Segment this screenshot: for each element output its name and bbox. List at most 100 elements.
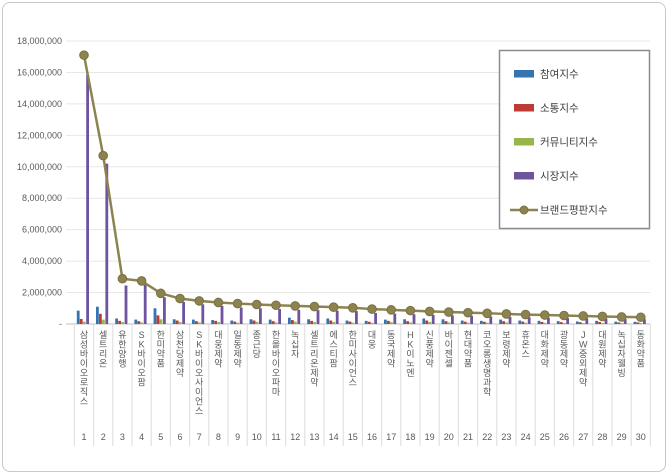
y-axis-tick-label: 12,000,000	[17, 130, 62, 140]
bar-참여지수-19	[422, 318, 426, 324]
bar-커뮤니티지수-20	[447, 322, 451, 324]
bar-시장지수-29	[623, 318, 627, 324]
bar-커뮤니티지수-22	[486, 322, 489, 324]
y-axis-tick-label: -	[59, 319, 62, 329]
x-rank-12: 12	[290, 432, 300, 442]
x-rank-29: 29	[617, 432, 627, 442]
bar-시장지수-13	[316, 310, 320, 324]
y-axis-tick-label: 14,000,000	[17, 99, 62, 109]
brand-index-marker-15	[348, 303, 358, 313]
bar-소통지수-26	[559, 322, 563, 324]
bar-참여지수-27	[576, 321, 579, 324]
bar-시장지수-3	[124, 285, 128, 324]
x-rank-16: 16	[367, 432, 377, 442]
x-rank-27: 27	[578, 432, 588, 442]
bar-참여지수-12	[288, 317, 291, 324]
bar-소통지수-11	[271, 321, 275, 324]
bar-커뮤니티지수-29	[620, 323, 624, 324]
bar-시장지수-18	[412, 314, 416, 324]
brand-index-marker-2	[98, 150, 108, 161]
bar-소통지수-3	[118, 320, 121, 324]
bar-참여지수-22	[480, 320, 483, 324]
bar-시장지수-24	[527, 317, 531, 324]
bar-커뮤니티지수-30	[639, 323, 643, 324]
bar-시장지수-22	[489, 316, 493, 324]
bar-커뮤니티지수-19	[428, 321, 432, 324]
bar-소통지수-22	[483, 321, 486, 324]
bar-시장지수-16	[374, 312, 377, 324]
legend-swatch-커뮤니티지수	[514, 138, 534, 146]
x-rank-11: 11	[271, 432, 280, 442]
bar-소통지수-19	[425, 320, 429, 324]
bar-참여지수-14	[326, 318, 330, 324]
bar-참여지수-8	[211, 320, 214, 324]
x-rank-18: 18	[405, 432, 415, 442]
bar-커뮤니티지수-9	[236, 322, 240, 324]
bar-참여지수-10	[249, 319, 253, 324]
bar-소통지수-16	[367, 321, 371, 324]
bar-시장지수-8	[220, 305, 224, 324]
bar-참여지수-9	[230, 320, 234, 324]
legend-label-참여지수: 참여지수	[540, 69, 579, 81]
x-rank-22: 22	[482, 432, 492, 442]
bar-커뮤니티지수-25	[543, 322, 547, 324]
bar-참여지수-6	[172, 319, 176, 324]
bar-시장지수-19	[431, 314, 435, 324]
x-rank-6: 6	[177, 432, 182, 442]
bar-참여지수-25	[537, 320, 541, 324]
y-axis-tick-label: 16,000,000	[17, 67, 62, 77]
brand-index-marker-24	[520, 309, 531, 320]
bar-시장지수-4	[143, 284, 147, 324]
y-axis-tick-label: 8,000,000	[22, 193, 62, 203]
bar-소통지수-9	[233, 321, 237, 324]
legend-label-브랜드평판지수: 브랜드평판지수	[540, 205, 608, 217]
bar-커뮤니티지수-10	[255, 321, 259, 324]
x-rank-8: 8	[216, 432, 221, 442]
bar-시장지수-6	[182, 301, 185, 324]
bar-시장지수-11	[278, 309, 281, 324]
bar-커뮤니티지수-6	[178, 322, 182, 324]
bar-참여지수-13	[307, 319, 310, 324]
x-rank-21: 21	[463, 432, 473, 442]
x-rank-2: 2	[101, 432, 106, 442]
bar-소통지수-30	[636, 322, 640, 324]
bar-소통지수-7	[195, 321, 198, 324]
x-rank-9: 9	[235, 432, 240, 442]
bar-커뮤니티지수-15	[351, 322, 355, 324]
legend-swatch-참여지수	[514, 70, 534, 78]
brand-index-marker-9	[232, 298, 243, 309]
brand-index-marker-12	[290, 301, 301, 311]
bar-참여지수-29	[614, 321, 618, 324]
brand-index-marker-23	[501, 309, 512, 319]
bar-소통지수-18	[406, 321, 409, 324]
brand-index-marker-28	[597, 311, 608, 322]
bar-커뮤니티지수-11	[274, 322, 278, 324]
brand-index-marker-27	[578, 311, 589, 321]
legend-label-소통지수: 소통지수	[540, 103, 579, 115]
bar-참여지수-26	[556, 321, 560, 324]
bar-소통지수-17	[387, 320, 390, 324]
bar-시장지수-14	[335, 310, 339, 324]
brand-index-marker-19	[424, 306, 435, 317]
bar-시장지수-20	[451, 315, 454, 324]
bar-참여지수-3	[115, 318, 118, 324]
bar-시장지수-15	[355, 311, 358, 324]
bar-참여지수-16	[364, 320, 368, 324]
bar-소통지수-8	[214, 320, 217, 324]
legend-line-marker	[519, 205, 529, 215]
bar-참여지수-21	[460, 320, 464, 324]
